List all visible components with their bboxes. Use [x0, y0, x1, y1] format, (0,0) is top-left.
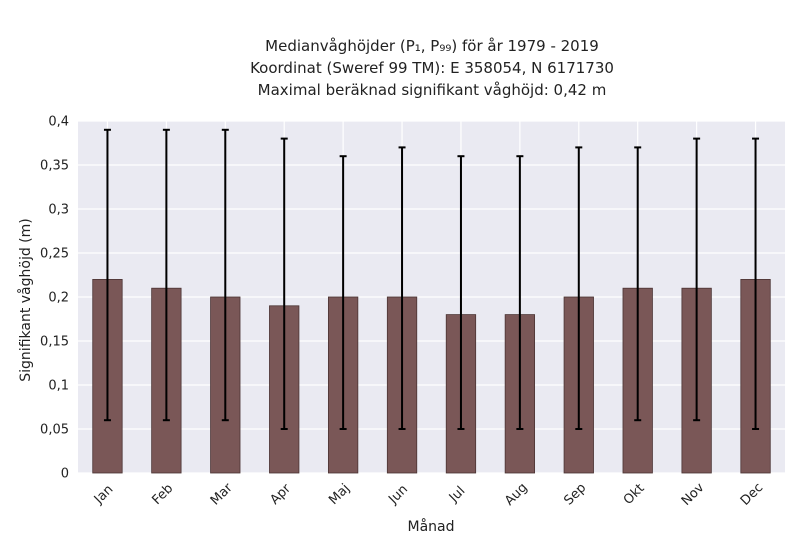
error-bars [103, 128, 760, 430]
y-axis-label: Signifikant våghöjd (m) [17, 218, 34, 381]
y-tick-label: 0,35 [40, 159, 69, 174]
x-tick-label: Jun [385, 482, 411, 508]
x-tick-label: Nov [679, 480, 708, 509]
chart-title: Medianvåghöjder (P₁, P₉₉) för år 1979 - … [250, 37, 614, 99]
y-tick-label: 0,4 [48, 115, 69, 130]
x-tick-label: Jan [91, 482, 116, 507]
chart-title-line-3: Maximal beräknad signifikant våghöjd: 0,… [258, 81, 607, 99]
x-tick-label: Aug [502, 480, 531, 509]
y-tick-label: 0,25 [40, 247, 69, 262]
x-tick-label: Mar [208, 480, 236, 508]
y-tick-label: 0,1 [48, 379, 69, 394]
x-axis-ticks: Jan Feb Mar Apr Maj Jun Jul Aug Sep Okt Nov Dec [91, 480, 766, 509]
chart-title-line-1: Medianvåghöjder (P₁, P₉₉) för år 1979 - … [265, 37, 599, 55]
y-axis-ticks: 0 0,05 0,1 0,15 0,2 0,25 0,3 0,35 0,4 [40, 115, 69, 482]
x-axis-label: Månad [408, 518, 455, 535]
x-tick-label: Apr [267, 481, 294, 508]
x-tick-label: Feb [149, 481, 176, 508]
x-tick-label: Maj [326, 481, 353, 508]
y-tick-label: 0,3 [48, 203, 69, 218]
y-tick-label: 0,15 [40, 335, 69, 350]
x-tick-label: Dec [738, 480, 766, 508]
x-tick-label: Sep [561, 481, 589, 509]
x-tick-label: Okt [621, 481, 648, 508]
y-tick-label: 0 [61, 467, 69, 482]
x-tick-label: Jul [446, 484, 468, 506]
y-tick-label: 0,05 [40, 423, 69, 438]
y-tick-label: 0,2 [48, 291, 69, 306]
chart-title-line-2: Koordinat (Sweref 99 TM): E 358054, N 61… [250, 59, 614, 77]
